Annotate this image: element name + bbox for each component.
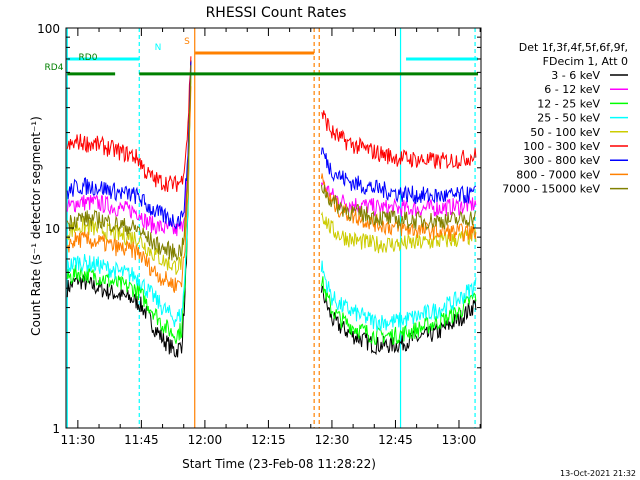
legend-entry-3: 25 - 50 keV <box>537 112 600 125</box>
legend-header-1: FDecim 1, Att 0 <box>543 55 628 68</box>
legend: Det 1f,3f,4f,5f,6f,9f,FDecim 1, Att 03 -… <box>502 41 628 196</box>
chart-title: RHESSI Count Rates <box>206 5 347 21</box>
legend-header-0: Det 1f,3f,4f,5f,6f,9f, <box>519 41 628 54</box>
series-7-trace-0 <box>66 86 192 293</box>
state-label-2: RD0 <box>79 53 98 63</box>
legend-entry-4: 50 - 100 keV <box>530 126 600 139</box>
legend-entry-6: 300 - 800 keV <box>523 154 600 167</box>
series-group <box>66 56 477 358</box>
series-8-trace-0 <box>66 65 192 262</box>
x-tick-label-4: 12:30 <box>315 433 350 447</box>
series-8-trace-1 <box>320 184 477 231</box>
y-tick-label-2: 100 <box>37 22 60 36</box>
series-0-trace-1 <box>320 285 477 356</box>
x-tick-label-6: 13:00 <box>442 433 477 447</box>
state-label-4: S <box>184 37 190 47</box>
series-2-trace-1 <box>320 276 477 346</box>
x-tick-label-3: 12:15 <box>251 433 286 447</box>
series-6-trace-0 <box>66 61 192 230</box>
x-tick-label-5: 12:45 <box>378 433 413 447</box>
series-3-trace-1 <box>320 260 477 331</box>
x-tick-label-1: 11:45 <box>124 433 159 447</box>
series-5-trace-1 <box>321 110 477 170</box>
legend-entry-7: 800 - 7000 keV <box>516 168 600 181</box>
state-bars: N RD0 RD4 S <box>45 37 479 76</box>
legend-entry-2: 12 - 25 keV <box>537 97 600 110</box>
series-6-trace-1 <box>320 147 477 204</box>
series-5-trace-0 <box>66 56 192 192</box>
legend-entry-8: 7000 - 15000 keV <box>502 183 600 196</box>
legend-entry-0: 3 - 6 keV <box>551 69 600 82</box>
y-tick-label-0: 1 <box>52 422 60 436</box>
series-1-trace-1 <box>320 180 477 218</box>
legend-entry-5: 100 - 300 keV <box>523 140 600 153</box>
state-label-1: N <box>155 43 162 53</box>
series-7-trace-1 <box>320 173 477 242</box>
y-axis-label: Count Rate (s⁻¹ detector segment⁻¹) <box>29 116 43 336</box>
legend-entry-1: 6 - 12 keV <box>544 83 600 96</box>
y-tick-label-1: 10 <box>45 222 60 236</box>
x-tick-label-2: 12:00 <box>188 433 223 447</box>
series-3-trace-0 <box>66 63 192 327</box>
x-axis-label: Start Time (23-Feb-08 11:28:22) <box>182 457 376 471</box>
x-tick-label-0: 11:30 <box>61 433 96 447</box>
axes: 11:30 11:45 12:00 12:15 12:30 12:45 13:00 1 10 10… <box>37 22 482 447</box>
series-2-trace-0 <box>66 73 192 344</box>
timestamp: 13-Oct-2021 21:32 <box>560 469 636 478</box>
series-4-trace-1 <box>320 211 477 254</box>
state-label-3: RD4 <box>45 63 64 73</box>
